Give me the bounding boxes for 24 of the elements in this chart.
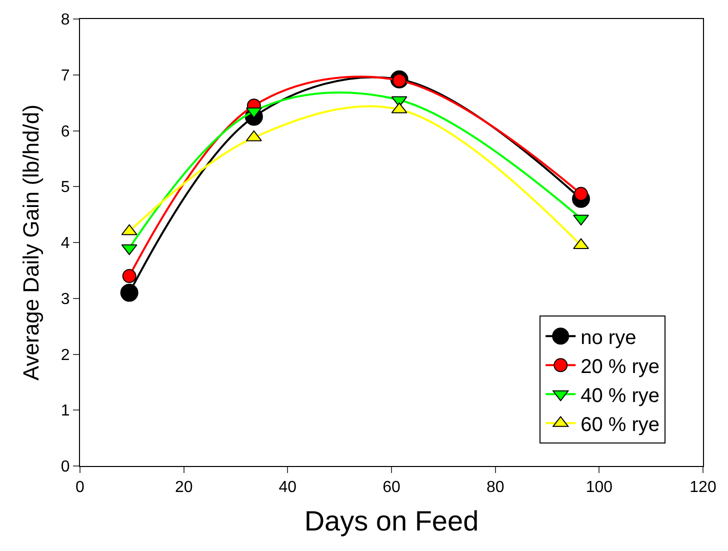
y-tick-label: 1	[60, 402, 70, 420]
y-tick-label: 0	[60, 458, 70, 476]
x-tick-label: 20	[174, 479, 193, 496]
legend-label: no rye	[580, 326, 636, 349]
y-tick-label: 6	[60, 123, 70, 140]
x-tick-label: 80	[486, 479, 504, 496]
point	[122, 269, 136, 284]
y-tick-label: 3	[60, 290, 70, 308]
y-tick-label: 5	[60, 179, 70, 196]
y-tick-label: 8	[60, 12, 70, 29]
legend-label: 20 % rye	[580, 356, 660, 378]
x-tick-label: 100	[586, 479, 613, 496]
legend-label: 40 % rye	[580, 384, 660, 407]
y-tick-label: 7	[60, 67, 70, 84]
x-tick-label: 40	[278, 479, 297, 496]
x-tick-label: 0	[76, 479, 85, 496]
y-tick-label: 2	[60, 346, 70, 364]
y-tick-label: 4	[60, 235, 70, 252]
x-tick-label: 60	[382, 479, 400, 496]
y-axis-title: Average Daily Gain (lb/hd/d)	[18, 104, 44, 380]
x-tick-label: 120	[690, 479, 716, 496]
legend-label: 60 % rye	[580, 414, 660, 436]
point	[120, 284, 138, 302]
x-axis-title: Days on Feed	[304, 505, 479, 536]
